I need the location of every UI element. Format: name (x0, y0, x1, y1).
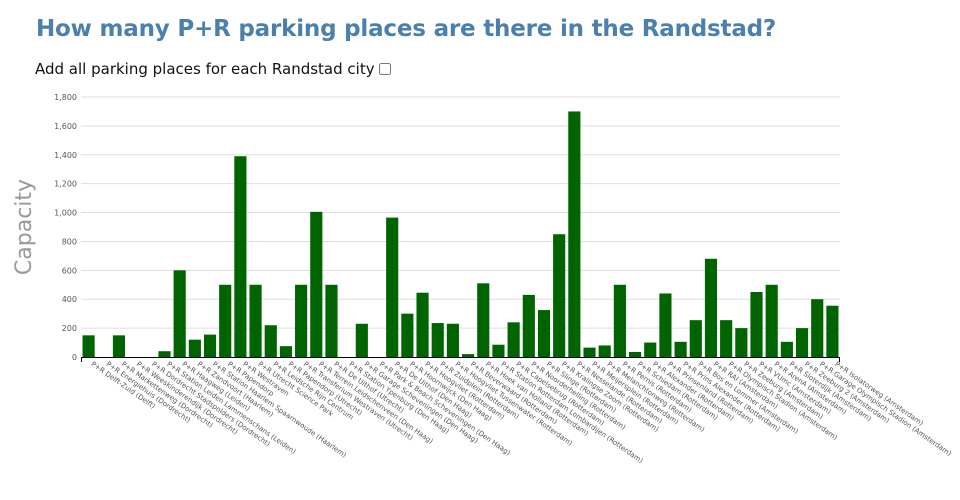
add-all-label: Add all parking places for each Randstad… (35, 60, 375, 78)
bar (689, 320, 702, 357)
bar (462, 354, 475, 357)
y-tick-label: 1,800 (54, 93, 77, 102)
bar (720, 320, 733, 357)
bars (82, 111, 839, 357)
bar (811, 299, 824, 357)
y-tick-label: 800 (62, 237, 77, 246)
bar (826, 305, 839, 357)
y-axis-label: Capacity (12, 179, 37, 275)
axes (81, 357, 840, 362)
bar (537, 310, 551, 357)
bar (188, 339, 201, 357)
bar (780, 341, 793, 357)
y-tick-label: 1,600 (54, 122, 77, 131)
y-tick-label: 600 (62, 266, 77, 275)
y-tick-label: 400 (62, 295, 77, 304)
bar (628, 351, 642, 357)
bar (112, 335, 126, 357)
bar (522, 294, 535, 357)
bar (234, 156, 247, 357)
bar (674, 341, 687, 357)
bar (386, 217, 399, 357)
bar (583, 347, 596, 357)
bar (158, 351, 171, 357)
bar (446, 323, 459, 357)
bar (264, 325, 277, 357)
bar (568, 111, 581, 357)
bar (219, 284, 232, 357)
bar (416, 292, 429, 357)
y-tick-label: 200 (62, 324, 77, 333)
add-all-toggle-row[interactable]: Add all parking places for each Randstad… (35, 60, 391, 78)
add-all-checkbox[interactable] (378, 63, 391, 75)
bar (295, 284, 308, 357)
bar (598, 345, 611, 357)
y-tick-labels: 0 200 400 600 800 1,000 1,200 1,400 1,600 1,800 (54, 93, 77, 362)
y-tick-label: 1,400 (54, 151, 77, 160)
bar (795, 328, 809, 357)
x-tick-labels: P+R Delft-Zuid (Delft)P+R Energiehuis (D… (89, 360, 953, 465)
bar (765, 284, 778, 357)
bar (659, 293, 672, 357)
bar (173, 270, 186, 357)
bar (704, 258, 718, 357)
bar (431, 323, 444, 357)
grid-lines (81, 96, 840, 329)
bar (355, 323, 368, 357)
bar (644, 342, 657, 357)
bar (507, 322, 520, 357)
y-tick-label: 1,200 (54, 180, 77, 189)
bar (310, 211, 323, 357)
bar (82, 335, 95, 357)
bar (477, 283, 490, 357)
bar (750, 292, 763, 357)
bar (325, 284, 338, 357)
y-tick-label: 0 (72, 353, 77, 362)
bar (613, 284, 626, 357)
bar (735, 328, 748, 357)
y-tick-label: 1,000 (54, 209, 77, 218)
bar (203, 334, 217, 357)
bar (492, 344, 505, 357)
bar (401, 313, 414, 357)
page-title: How many P+R parking places are there in… (36, 16, 777, 42)
bar (553, 234, 566, 357)
bar (249, 284, 262, 357)
bar (279, 346, 293, 357)
